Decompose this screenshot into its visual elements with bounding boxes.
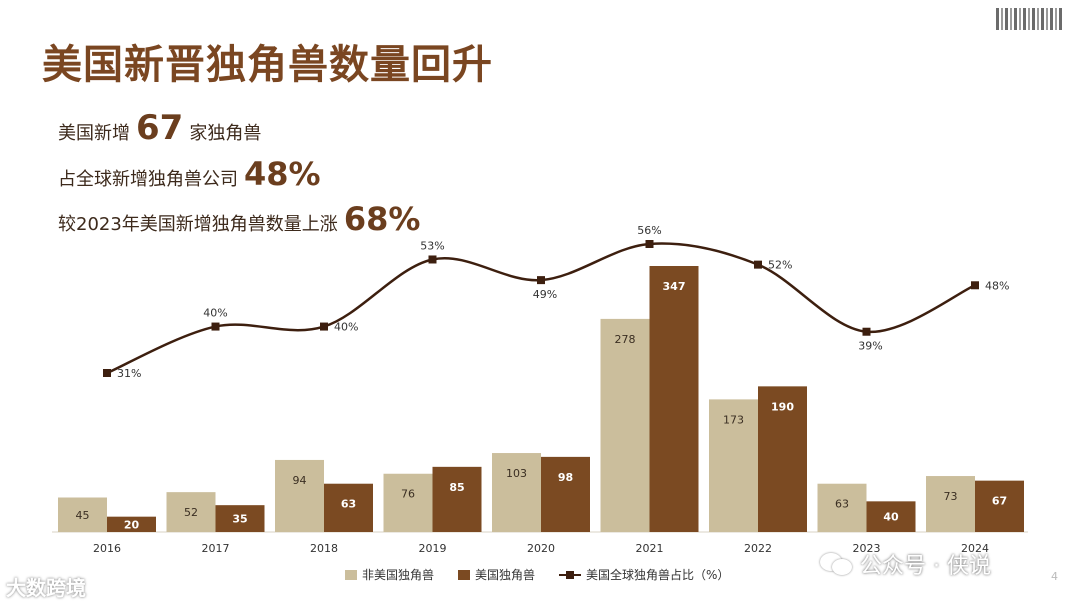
chart-legend: 非美国独角兽 美国独角兽 美国全球独角兽占比（%） xyxy=(345,566,729,583)
legend-item-non-us: 非美国独角兽 xyxy=(345,566,434,583)
bar-label-non-us: 63 xyxy=(835,498,849,511)
bar-label-us: 98 xyxy=(558,471,573,484)
legend-label: 美国全球独角兽占比（%） xyxy=(586,568,730,582)
bar-non-us xyxy=(926,476,975,532)
bar-label-non-us: 76 xyxy=(401,488,415,501)
bar-us xyxy=(975,480,1024,532)
bar-us xyxy=(758,386,807,532)
bar-us xyxy=(215,505,265,532)
bar-label-us: 347 xyxy=(663,280,686,293)
watermark-right: 公众号 · 侠说 xyxy=(820,548,991,580)
share-point xyxy=(862,327,871,336)
bar-label-us: 85 xyxy=(449,481,464,494)
legend-swatch-share-line xyxy=(559,570,582,579)
bar-non-us xyxy=(383,473,433,532)
x-tick-label: 2020 xyxy=(527,542,555,555)
x-tick-label: 2021 xyxy=(636,542,664,555)
bar-non-us xyxy=(58,497,107,532)
legend-swatch-us xyxy=(458,569,471,580)
bar-us xyxy=(107,516,156,532)
bar-non-us xyxy=(166,492,216,532)
bar-label-us: 67 xyxy=(992,495,1007,508)
bar-non-us xyxy=(600,318,650,532)
bar-non-us xyxy=(709,399,758,532)
bar-label-non-us: 278 xyxy=(615,333,636,346)
bar-non-us xyxy=(492,453,541,532)
x-tick-label: 2018 xyxy=(310,542,338,555)
bar-label-non-us: 73 xyxy=(944,490,958,503)
bar-label-us: 20 xyxy=(124,519,140,532)
bar-non-us xyxy=(817,483,867,532)
page-number: 4 xyxy=(1051,570,1058,583)
share-point xyxy=(428,255,437,264)
legend-item-share: 美国全球独角兽占比（%） xyxy=(559,566,729,583)
share-label: 49% xyxy=(533,288,557,301)
page-title: 美国新晋独角兽数量回升 xyxy=(42,42,493,88)
bar-us xyxy=(649,266,699,532)
bar-label-non-us: 52 xyxy=(184,506,198,519)
bar-label-non-us: 45 xyxy=(76,509,90,522)
share-point xyxy=(971,281,979,290)
bar-label-non-us: 103 xyxy=(506,467,527,480)
watermark-right-text: 公众号 · 侠说 xyxy=(860,554,991,579)
share-point xyxy=(211,322,220,331)
bar-label-us: 190 xyxy=(771,400,794,413)
wechat-icon xyxy=(820,551,854,577)
legend-swatch-non-us xyxy=(345,569,357,580)
x-tick-label: 2017 xyxy=(202,542,230,555)
bar-us xyxy=(324,483,373,532)
legend-item-us: 美国独角兽 xyxy=(458,566,535,583)
share-label: 52% xyxy=(768,259,792,272)
bar-label-us: 35 xyxy=(232,513,247,526)
x-tick-label: 2019 xyxy=(419,542,447,555)
bar-label-us: 40 xyxy=(883,511,899,524)
share-label: 40% xyxy=(203,307,227,320)
share-label: 39% xyxy=(858,340,882,353)
stat-global-share: 占全球新增独角兽公司 48% xyxy=(58,155,327,193)
watermark-left: 大数跨境 xyxy=(6,576,86,600)
x-tick-label: 2016 xyxy=(93,542,121,555)
stat-value: 48% xyxy=(244,155,321,193)
bar-us xyxy=(432,466,482,532)
share-point xyxy=(754,260,762,269)
share-point xyxy=(537,276,545,285)
stat-yoy-growth: 较2023年美国新增独角兽数量上涨 68% xyxy=(58,200,426,238)
share-label: 56% xyxy=(637,224,661,237)
share-point xyxy=(645,240,654,248)
stat-prefix: 美国新增 xyxy=(58,123,130,144)
legend-label: 非美国独角兽 xyxy=(362,568,435,582)
share-label: 53% xyxy=(420,239,444,252)
bar-us xyxy=(541,456,590,532)
bar-us xyxy=(866,501,916,532)
share-point xyxy=(320,322,328,331)
stat-suffix: 家独角兽 xyxy=(189,123,262,144)
legend-label: 美国独角兽 xyxy=(475,568,536,582)
stat-prefix: 占全球新增独角兽公司 xyxy=(58,169,238,190)
x-tick-label: 2023 xyxy=(853,542,881,555)
stat-prefix: 较2023年美国新增独角兽数量上涨 xyxy=(58,214,338,235)
share-point xyxy=(103,369,111,377)
share-label: 48% xyxy=(985,279,1009,292)
share-line xyxy=(106,242,976,375)
bar-label-non-us: 173 xyxy=(723,413,744,426)
stat-us-new-unicorns: 美国新增 67 家独角兽 xyxy=(58,108,261,148)
stat-value: 68% xyxy=(343,200,421,238)
x-tick-label: 2022 xyxy=(744,542,772,555)
share-label: 31% xyxy=(117,367,141,380)
bar-non-us xyxy=(275,459,324,532)
x-tick-label: 2024 xyxy=(961,542,989,555)
share-label: 40% xyxy=(334,321,358,334)
corner-logo-icon xyxy=(996,8,1062,30)
bar-label-us: 63 xyxy=(341,498,356,511)
bar-label-non-us: 94 xyxy=(293,474,307,487)
stat-value: 67 xyxy=(136,108,184,148)
